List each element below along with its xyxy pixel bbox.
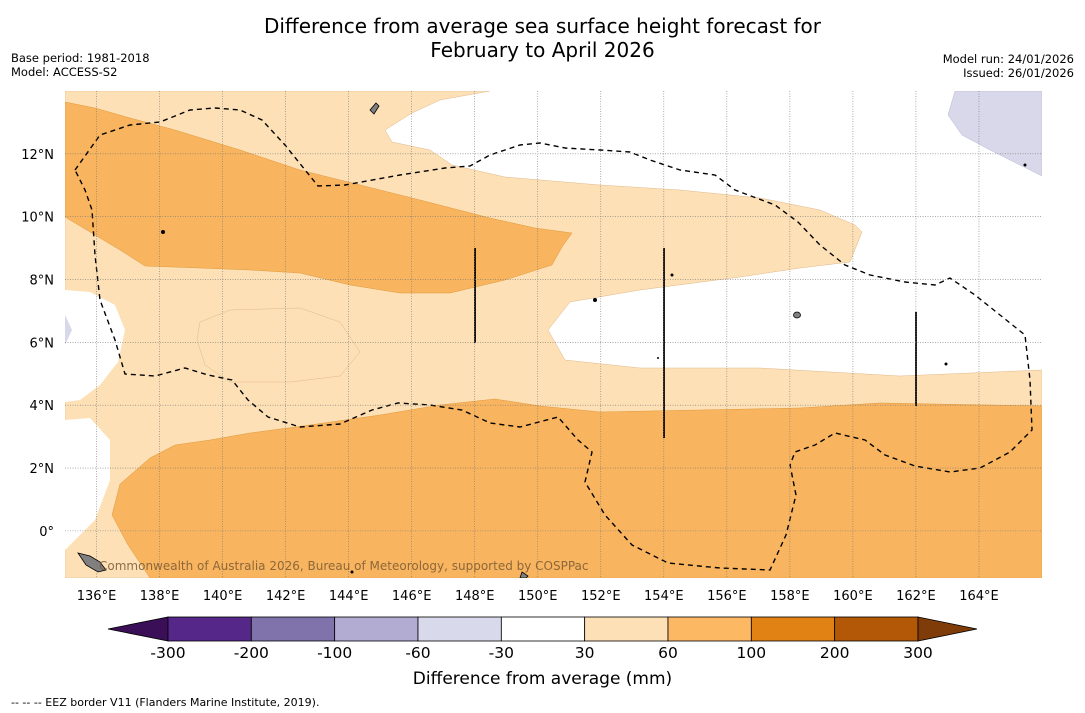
title-line-1: Difference from average sea surface heig… — [263, 14, 822, 38]
colorbar-tick-label: 100 — [736, 644, 767, 662]
island-dot-7 — [350, 570, 354, 574]
longitude-label: 160°E — [833, 589, 873, 604]
island-dot-4 — [944, 362, 948, 366]
eez-border — [74, 107, 1033, 571]
anomaly-band-60-100-north — [65, 101, 573, 294]
longitude-label: 136°E — [77, 589, 117, 604]
anomaly-band-neg30-neg60 — [947, 91, 1042, 177]
longitude-labels: 136°E 138°E 140°E 142°E 144°E 146°E 148°E 150°E… — [77, 589, 999, 604]
anomaly-band-60-100-south — [111, 398, 1042, 578]
credit-text: Commonwealth of Australia 2026, Bureau o… — [99, 559, 589, 573]
colorbar-segment — [417, 616, 502, 642]
issued-text: Issued: 26/01/2026 — [963, 66, 1074, 80]
colorbar-tick-label: 30 — [574, 644, 595, 662]
colorbar-segment — [334, 616, 419, 642]
island-dot-3 — [670, 273, 674, 277]
longitude-label: 162°E — [896, 589, 936, 604]
latitude-labels: 12°N 10°N 8°N 6°N 4°N 2°N 0° — [21, 148, 54, 540]
map-title: Difference from average sea surface heig… — [0, 14, 1085, 62]
latitude-label: 4°N — [30, 399, 55, 414]
latitude-label: 12°N — [21, 148, 54, 163]
island-dot-5 — [1023, 163, 1027, 167]
colorbar-segment — [167, 616, 252, 642]
colorbar — [107, 616, 978, 642]
longitude-label: 164°E — [959, 589, 999, 604]
longitude-label: 146°E — [392, 589, 432, 604]
colorbar-segment — [750, 616, 836, 642]
base-period-text: Base period: 1981-2018 — [11, 51, 150, 65]
colorbar-segment — [834, 616, 919, 642]
longitude-label: 138°E — [140, 589, 180, 604]
longitude-label: 154°E — [644, 589, 684, 604]
longitude-label: 140°E — [203, 589, 243, 604]
colorbar-tick-label: 300 — [903, 644, 933, 662]
eez-footnote: -- -- -- EEZ border V11 (Flanders Marine… — [11, 696, 320, 709]
island-dot-6 — [657, 357, 659, 359]
colorbar-extend-high — [917, 616, 978, 642]
colorbar-segment — [584, 616, 669, 642]
colorbar-tick-label: -60 — [405, 644, 431, 662]
colorbar-tick-label: -300 — [150, 644, 186, 662]
latitude-label: 2°N — [30, 462, 55, 477]
colorbar-segment — [667, 616, 752, 642]
model-text: Model: ACCESS-S2 — [11, 65, 118, 79]
colorbar-tick-label: 200 — [819, 644, 850, 662]
meta-left: Base period: 1981-2018 Model: ACCESS-S2 — [11, 51, 150, 79]
latitude-label: 8°N — [30, 274, 55, 289]
island-new-ireland — [519, 571, 529, 578]
anomaly-white-west — [65, 290, 125, 402]
graticule — [65, 91, 1042, 578]
title-line-2: February to April 2026 — [430, 38, 655, 62]
longitude-label: 152°E — [581, 589, 621, 604]
colorbar-segment — [250, 616, 336, 642]
model-run-text: Model run: 24/01/2026 — [942, 52, 1074, 66]
map-plot-area — [65, 91, 1042, 578]
longitude-label: 142°E — [266, 589, 306, 604]
anomaly-white-southwest — [65, 418, 110, 550]
latitude-label: 0° — [39, 525, 54, 540]
colorbar-tick-label: -100 — [317, 644, 353, 662]
island-dot-1 — [161, 230, 165, 234]
meta-right: Model run: 24/01/2026 Issued: 26/01/2026 — [943, 52, 1074, 80]
island-bismarck — [77, 552, 107, 573]
anomaly-band-neg30-neg60-edge — [65, 315, 72, 345]
colorbar-tick-label: -30 — [488, 644, 514, 662]
colorbar-extend-low — [107, 616, 169, 642]
longitude-label: 156°E — [707, 589, 747, 604]
longitude-label: 150°E — [518, 589, 558, 604]
island-dot-2 — [593, 298, 597, 302]
latitude-label: 10°N — [21, 211, 54, 226]
colorbar-tick-label: 60 — [658, 644, 678, 662]
longitude-label: 148°E — [455, 589, 495, 604]
latitude-label: 6°N — [30, 336, 55, 351]
colorbar-segment — [500, 616, 586, 642]
longitude-label: 144°E — [329, 589, 369, 604]
island-palau — [369, 102, 380, 115]
colorbar-title: Difference from average (mm) — [412, 669, 673, 689]
colorbar-tick-label: -200 — [233, 644, 269, 662]
island-pohnpei — [793, 311, 801, 319]
longitude-label: 158°E — [770, 589, 810, 604]
